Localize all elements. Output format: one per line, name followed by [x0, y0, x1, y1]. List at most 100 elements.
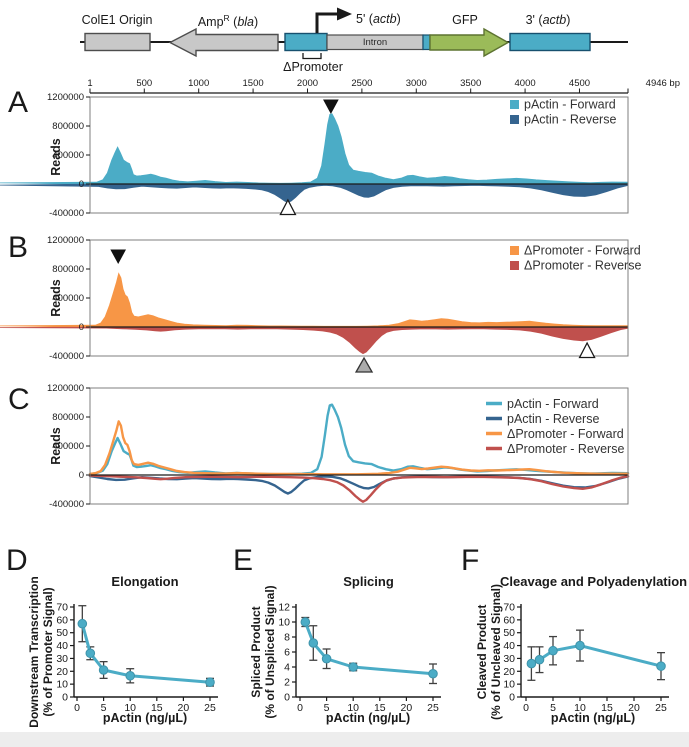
panel-e-data-point [348, 662, 359, 672]
panel-e-xtick-label: 15 [374, 702, 386, 714]
reads-axis-label-c: Reads [49, 427, 63, 465]
panel-c-line-dpromoter_forward [88, 420, 630, 476]
panel-f-data-point [526, 658, 537, 669]
panel-a-ytick-label: 1200000 [47, 92, 84, 103]
panel-f-data-point [575, 640, 585, 651]
legend-swatch-dpromoter_forward [510, 246, 519, 255]
exon-sliver-box [422, 34, 431, 51]
panel-d-ytick-label: 60 [56, 614, 68, 626]
map-label-three-prime-actb: 3' (actb) [525, 13, 571, 27]
panel-f-ytick-label: 70 [503, 602, 515, 614]
cole1-origin-box [84, 32, 151, 52]
panel-e-xtick-label: 10 [347, 702, 359, 714]
bp-ruler-tick-label: 3500 [460, 78, 481, 89]
panel-c-ytick-label: 1200000 [47, 383, 84, 394]
panel-b-ytick-label: 400000 [52, 293, 84, 304]
bp-ruler-tick-label: 1500 [243, 78, 264, 89]
panel-f-data-point [534, 654, 545, 665]
marker-open-up-triangle [578, 341, 596, 359]
legend-label-dpromoter_forward: ΔPromoter - Forward [524, 244, 641, 258]
bp-ruler-tick-label: 2500 [351, 78, 372, 89]
panel-c-ytick-label: 400000 [52, 441, 84, 452]
marker-open-up-triangle [279, 198, 297, 216]
panel-e-data-point [300, 617, 311, 627]
panel-e-ytick-label: 6 [284, 647, 290, 659]
panel-f-ytick-label: 0 [509, 692, 515, 704]
panel-a-ytick-label: 800000 [52, 121, 84, 132]
map-label-gfp: GFP [452, 13, 478, 27]
reads-axis-label-a: Reads [49, 138, 63, 176]
panel-f-ytick-label: 30 [503, 653, 515, 665]
panel-b-ytick-label: -400000 [49, 351, 84, 362]
bp-ruler-tick-label: 1000 [188, 78, 209, 89]
panel-f-ytick-label: 50 [503, 627, 515, 639]
ampr-gene-arrow [168, 27, 279, 58]
legend-swatch-dpromoter_reverse [510, 261, 519, 270]
map-label-cole1: ColE1 Origin [81, 13, 153, 27]
panel-d-data-point [98, 665, 109, 675]
panel-f-ytick-label: 10 [503, 679, 515, 691]
panel-b-area-dpromoter_reverse [0, 326, 629, 355]
panel-e-ytick-label: 4 [284, 662, 290, 674]
panel-d-xtick-label: 15 [151, 702, 163, 714]
panel-b-ytick-label: 1200000 [47, 235, 84, 246]
marker-gray-up-triangle [354, 356, 374, 373]
panel-e-xtick-label: 25 [427, 702, 439, 714]
panel-f-ytick-label: 20 [503, 666, 515, 678]
panel-f-xtick-label: 0 [523, 702, 529, 714]
panel-a-area-pactin_reverse [0, 183, 629, 203]
gfp-gene-arrow [429, 27, 510, 58]
panel-d-ytick-label: 20 [56, 666, 68, 678]
panel-e-xtick-label: 20 [401, 702, 413, 714]
panel-d-data-point [205, 677, 215, 688]
map-label-five-prime-actb: 5' (actb) [356, 12, 401, 26]
panel-b-ytick-label: 800000 [52, 264, 84, 275]
panel-letter-d: D [6, 544, 28, 577]
panel-f-data-point [656, 661, 666, 671]
legend-swatch-pactin_forward [510, 100, 519, 109]
panel-f-xtick-label: 20 [628, 702, 640, 714]
bp-ruler-tick-label: 4000 [515, 78, 536, 89]
promoter-region-box [284, 32, 328, 52]
three-prime-actb-box [509, 32, 591, 52]
panel-a-area-pactin_forward [0, 113, 629, 185]
panel-c-ytick-label: 0 [79, 470, 84, 481]
legend-label-dpromoter_reverse: ΔPromoter - Reverse [507, 442, 624, 456]
bp-ruler-tick-label: 500 [136, 78, 152, 89]
panel-e-ylabel: Spliced Product (% of Unspliced Signal) [249, 585, 277, 719]
panel-d-xtick-label: 0 [74, 702, 80, 714]
panel-f-ytick-label: 60 [503, 614, 515, 626]
panel-f-ytick-label: 40 [503, 640, 515, 652]
panel-e-ytick-label: 0 [284, 692, 290, 704]
panel-f-xtick-label: 10 [574, 702, 586, 714]
panel-e-data-point [308, 638, 319, 648]
panel-d-title: Elongation [111, 574, 179, 589]
panel-e-trace-line [303, 620, 435, 676]
panel-f-data-point [548, 645, 558, 656]
panel-d-data-point [125, 670, 135, 681]
panel-d-ytick-label: 0 [62, 692, 68, 704]
bp-ruler-tick-label: 2000 [297, 78, 318, 89]
panel-d-xtick-label: 5 [101, 702, 107, 714]
panel-e-ytick-label: 2 [284, 677, 290, 689]
panel-d-data-point [85, 648, 96, 659]
panel-letter-c: C [8, 383, 30, 416]
panel-e-ytick-label: 10 [278, 617, 290, 629]
panel-b-area-dpromoter_forward [0, 272, 629, 328]
panel-a-ytick-label: 400000 [52, 150, 84, 161]
legend-label-dpromoter_reverse: ΔPromoter - Reverse [524, 259, 641, 273]
panel-e-xtick-label: 5 [324, 702, 330, 714]
panel-d-ytick-label: 30 [56, 653, 68, 665]
panel-e-data-point [321, 653, 332, 664]
panel-c-ytick-label: 800000 [52, 412, 84, 423]
panel-d-ytick-label: 70 [56, 602, 68, 614]
panel-e-xtick-label: 0 [297, 702, 303, 714]
legend-label-pactin_reverse: pActin - Reverse [524, 113, 616, 127]
panel-d-ytick-label: 10 [56, 679, 68, 691]
map-label-delta-promoter: ΔPromoter [283, 60, 343, 74]
map-label-ampr: AmpR (bla) [197, 13, 259, 30]
panel-d-ytick-label: 40 [56, 640, 68, 652]
panel-d-data-point [77, 618, 88, 629]
panel-c-line-dpromoter_reverse [88, 474, 630, 503]
